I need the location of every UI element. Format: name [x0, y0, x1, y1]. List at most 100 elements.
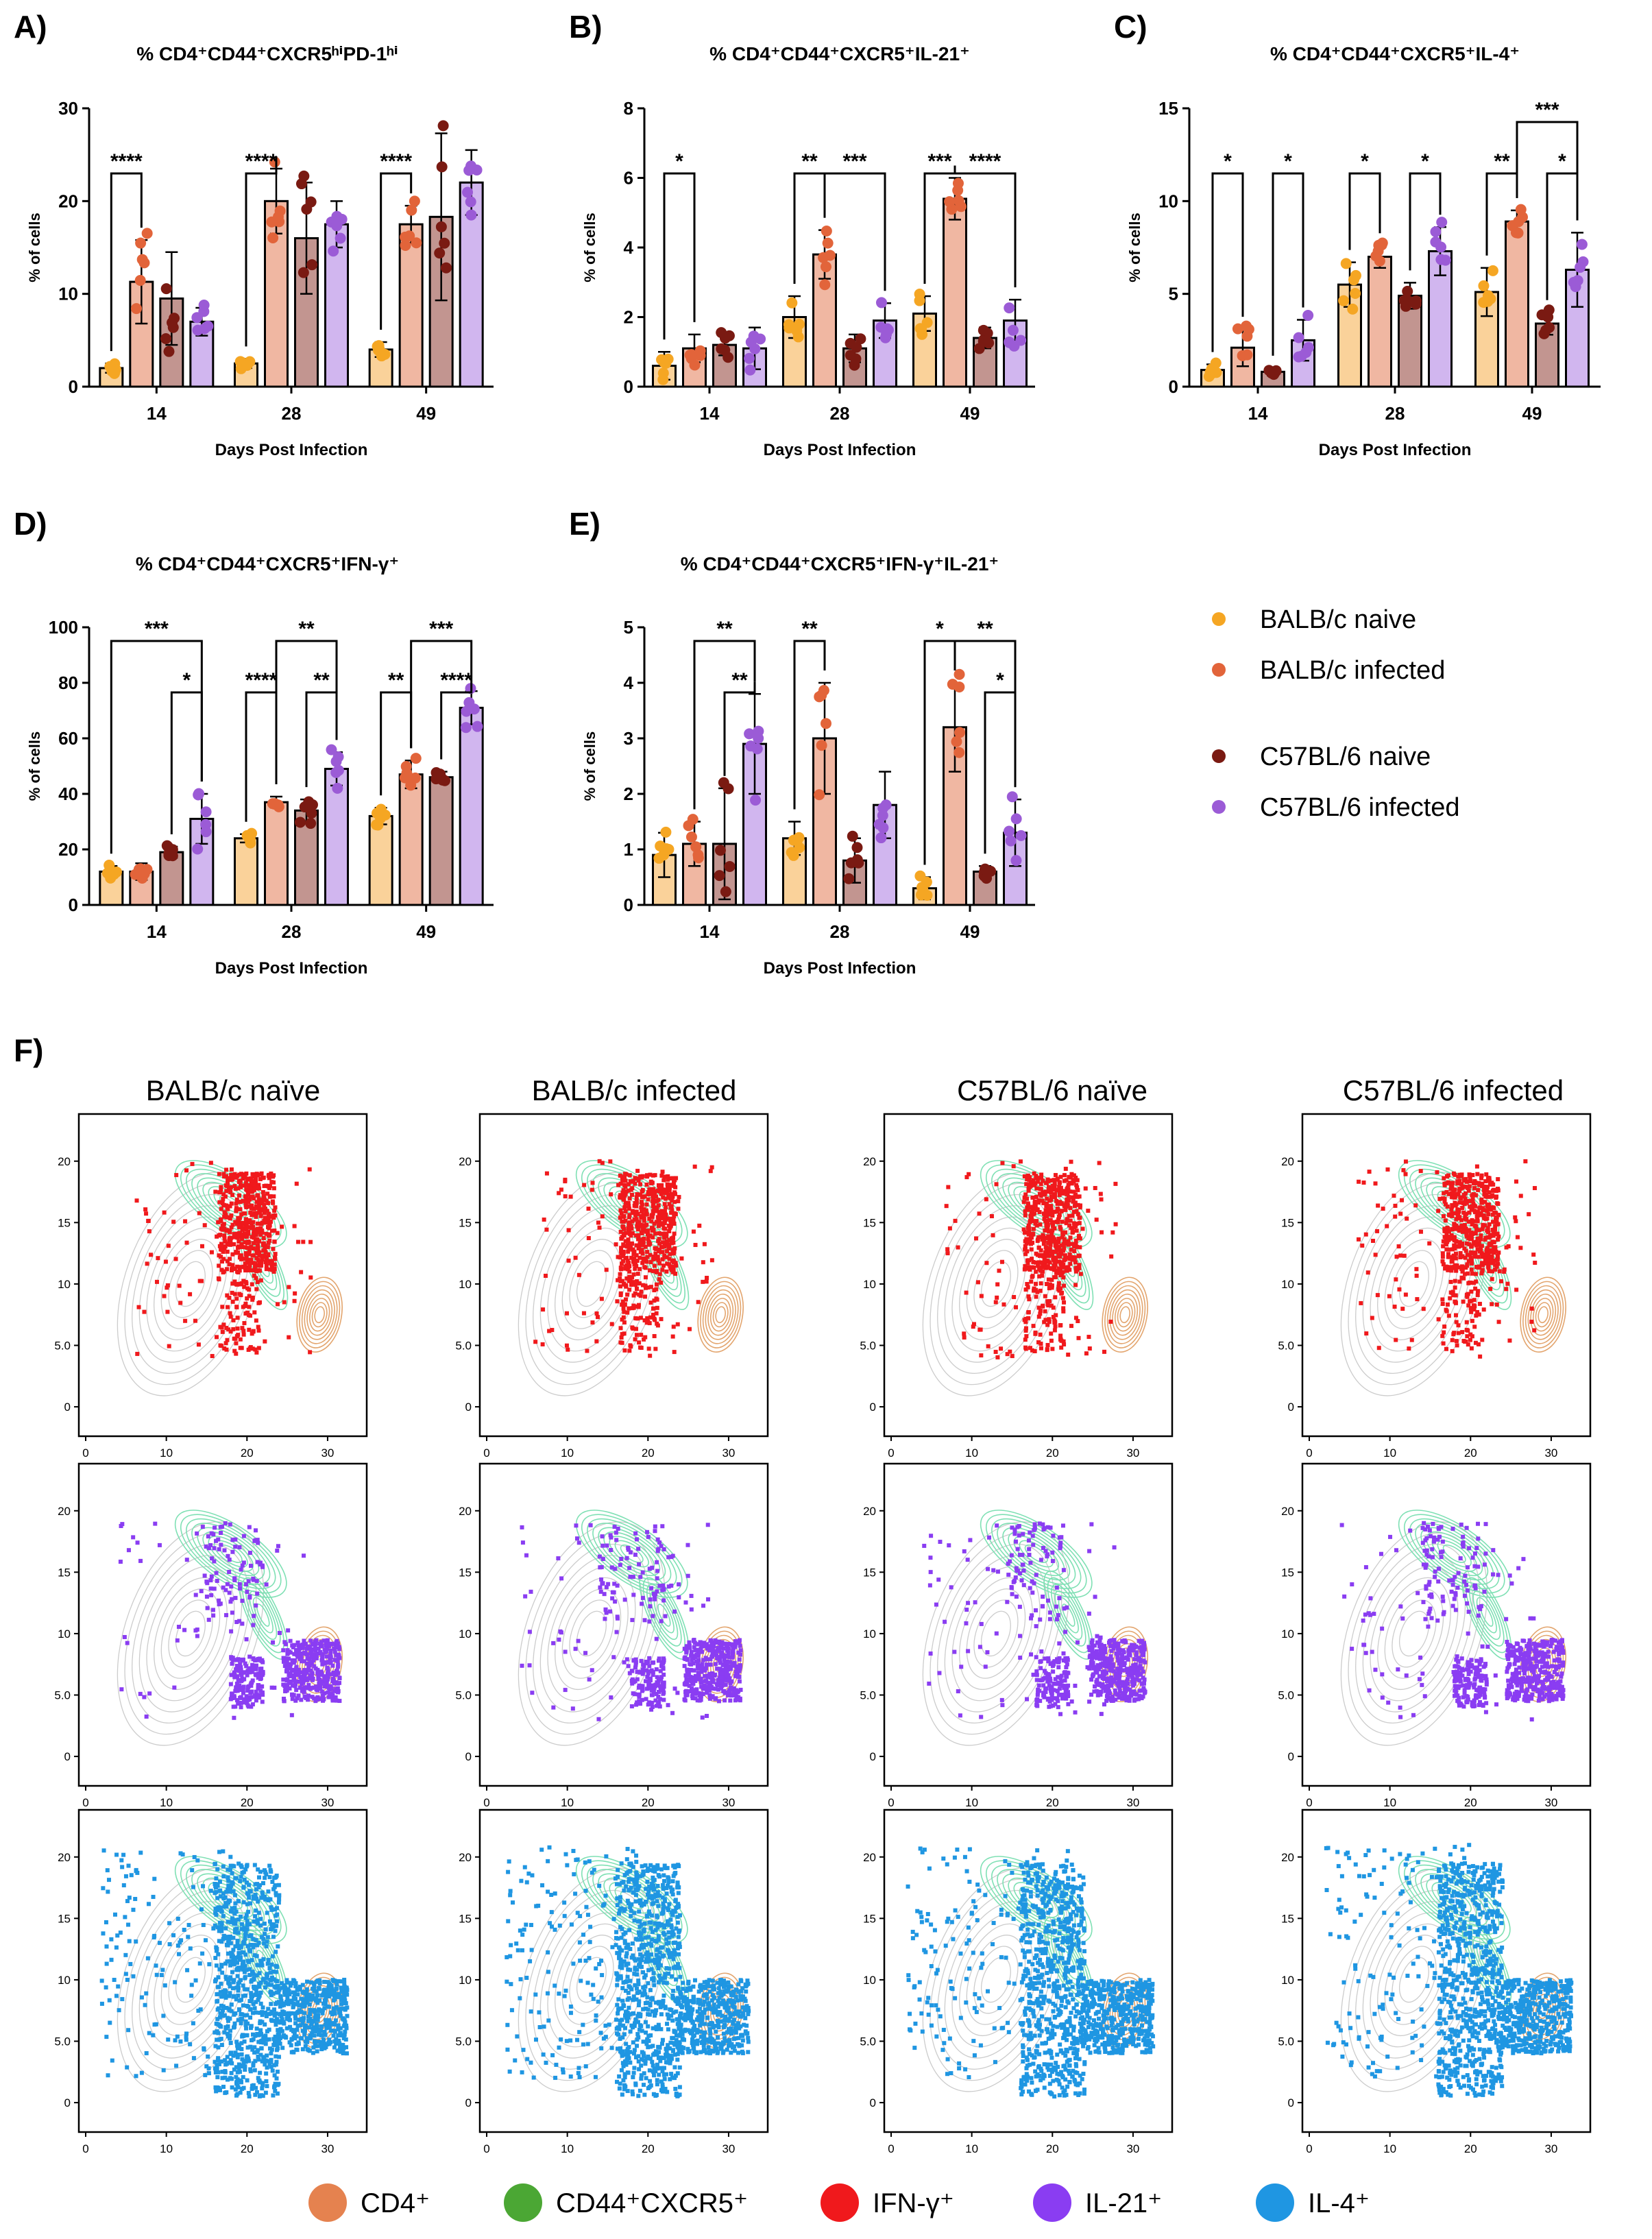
cell-event [1023, 1209, 1028, 1213]
cell-event [1045, 1282, 1049, 1287]
cell-event [1069, 1181, 1074, 1186]
cell-event [703, 1673, 707, 1678]
data-point [1400, 300, 1411, 312]
cell-event [241, 1560, 246, 1565]
cell-event [648, 1685, 653, 1690]
cell-event [631, 1259, 635, 1264]
density-contour [533, 1543, 651, 1723]
cell-event [1062, 1265, 1067, 1270]
cell-event [1450, 1211, 1455, 1215]
data-point [1302, 310, 1314, 322]
cell-event [631, 1293, 636, 1298]
cell-event [647, 1664, 652, 1669]
cell-event [667, 1257, 672, 1261]
data-point [814, 789, 825, 801]
cell-event [1044, 1211, 1049, 1215]
x-tick-label: 14 [700, 403, 720, 424]
cell-event [1495, 1257, 1500, 1261]
cell-event [1400, 1198, 1405, 1202]
cell-event [695, 1677, 700, 1682]
cell-event [1481, 1187, 1486, 1192]
cell-event [708, 1657, 713, 1662]
cell-event [224, 1228, 229, 1233]
cell-event [249, 1244, 254, 1249]
cell-event [296, 1239, 301, 1244]
significance-label: *** [145, 618, 169, 640]
cell-event [143, 1207, 148, 1212]
cell-event [324, 1660, 329, 1665]
cell-event [1073, 1316, 1078, 1320]
y-tick-label: 4 [624, 673, 634, 693]
cell-event [326, 1690, 330, 1695]
y-tick-label: 40 [58, 784, 78, 804]
cell-event [1038, 1281, 1043, 1286]
cell-event [202, 1573, 207, 1578]
significance-bracket [245, 156, 278, 347]
cell-event [230, 1193, 235, 1198]
cell-event [254, 1350, 259, 1355]
cell-event [250, 1172, 255, 1176]
cell-event [691, 1661, 696, 1666]
cell-event [199, 1279, 204, 1283]
data-point [335, 232, 346, 244]
cell-event [619, 1251, 624, 1256]
cell-event [264, 1263, 269, 1268]
cell-event [1455, 1343, 1459, 1348]
cell-event [661, 1687, 666, 1692]
cell-event [639, 1290, 644, 1294]
x-tick-label: 10 [561, 1796, 574, 1809]
cell-event [1036, 1305, 1041, 1310]
cell-event [669, 1222, 674, 1226]
cell-event [232, 1675, 237, 1680]
cell-event [655, 1255, 660, 1259]
cell-event [266, 1174, 271, 1178]
data-point [163, 850, 175, 862]
cell-event [677, 1582, 681, 1587]
cell-event [263, 1260, 268, 1265]
cell-event [1370, 1316, 1374, 1320]
cell-event [195, 1634, 199, 1638]
cell-event [635, 1168, 640, 1173]
cell-event [550, 1328, 555, 1333]
cell-event [648, 1597, 653, 1602]
cell-event [256, 1230, 260, 1235]
cell-event [619, 1335, 624, 1340]
cell-event [234, 1206, 239, 1211]
cell-event [688, 1689, 692, 1694]
cell-event [693, 1242, 698, 1247]
cell-event [627, 1207, 631, 1211]
cell-event [1059, 1260, 1064, 1265]
data-point [1232, 323, 1243, 335]
bar [368, 814, 393, 906]
cell-event [635, 1279, 640, 1283]
cell-event [243, 1181, 248, 1185]
cell-event [637, 1267, 642, 1272]
cell-event [728, 1681, 733, 1686]
cell-event [245, 1696, 250, 1701]
cell-event [707, 1682, 712, 1687]
cell-event [655, 1305, 659, 1310]
cell-event [293, 1291, 297, 1296]
cell-event [234, 1198, 239, 1202]
cell-event [658, 1686, 663, 1691]
cell-event [269, 1180, 274, 1185]
cell-event [330, 1676, 335, 1681]
cell-event [250, 1253, 255, 1258]
cell-event [670, 1176, 675, 1181]
cell-event [635, 1224, 640, 1229]
density-contour [650, 1590, 679, 1641]
cell-event [1523, 1159, 1528, 1163]
cell-event [731, 1689, 736, 1693]
cell-event [693, 1673, 698, 1678]
cell-event [656, 1658, 661, 1663]
data-point [714, 870, 725, 882]
panel-letter: F) [14, 1032, 43, 1068]
cell-event [226, 1187, 231, 1192]
cell-event [1073, 1283, 1078, 1287]
density-contour [700, 1281, 742, 1348]
cell-event [627, 1274, 632, 1279]
x-tick-label: 20 [1464, 1447, 1477, 1460]
cell-event [1046, 1240, 1051, 1245]
cell-event [663, 1614, 668, 1619]
